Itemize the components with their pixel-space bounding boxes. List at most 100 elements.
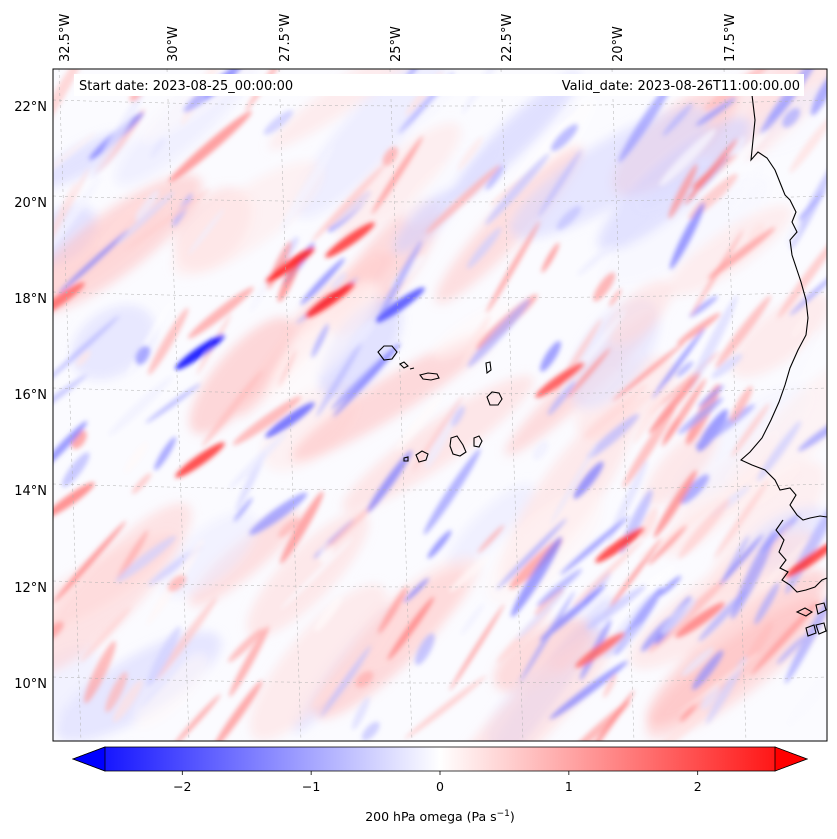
meridian xyxy=(58,69,82,741)
lat-label: 18°N xyxy=(14,292,47,307)
omega-streak xyxy=(754,582,780,625)
omega-streak xyxy=(668,164,698,219)
omega-streak xyxy=(466,227,502,269)
colorbar-ticks: −2 −1 0 1 2 xyxy=(173,771,702,794)
omega-streak xyxy=(278,517,300,538)
island-sal xyxy=(485,361,492,375)
omega-streak xyxy=(604,537,662,616)
omega-strong-feature xyxy=(175,334,225,370)
omega-streak xyxy=(789,116,827,173)
parallel xyxy=(53,676,827,684)
island-brava xyxy=(403,456,409,462)
omega-streak xyxy=(651,327,706,400)
omega-streak xyxy=(112,679,143,723)
omega-streak xyxy=(537,149,582,218)
omega-streak xyxy=(316,341,363,417)
omega-streak xyxy=(566,348,611,399)
omega-streak xyxy=(648,372,701,434)
omega-streak xyxy=(653,470,697,538)
parallel xyxy=(53,195,827,203)
omega-wash xyxy=(447,483,534,568)
omega-wash xyxy=(443,632,613,741)
omega-streak xyxy=(697,384,725,408)
omega-strong-feature xyxy=(265,247,315,283)
omega-streak xyxy=(53,176,102,265)
omega-streak xyxy=(714,479,770,559)
meridian xyxy=(389,69,413,741)
lat-label: 12°N xyxy=(14,581,47,596)
omega-streak xyxy=(744,622,773,665)
omega-streak xyxy=(349,319,376,349)
omega-streak xyxy=(477,524,505,554)
omega-streak xyxy=(593,272,616,302)
africa-coastline-south xyxy=(775,519,827,593)
omega-strong-feature xyxy=(265,402,315,438)
omega-streak xyxy=(167,574,187,592)
omega-streak xyxy=(425,400,461,469)
omega-streak xyxy=(311,323,329,358)
omega-wash xyxy=(134,653,208,729)
bijagos-islands xyxy=(795,602,827,637)
omega-streak xyxy=(147,626,181,687)
omega-streak xyxy=(700,684,720,710)
omega-wash xyxy=(246,511,369,637)
omega-streak xyxy=(300,257,346,305)
graticule xyxy=(53,69,827,741)
start-date-label: Start date: 2023-08-25_00:00:00 xyxy=(79,79,293,94)
lon-label: 20°W xyxy=(611,26,626,62)
omega-streak xyxy=(486,221,540,314)
parallel xyxy=(53,580,827,588)
omega-streak xyxy=(659,128,716,186)
omega-streak xyxy=(536,568,583,607)
omega-streak xyxy=(280,491,324,564)
omega-streak xyxy=(573,461,604,499)
lat-label: 14°N xyxy=(14,484,47,499)
omega-streak xyxy=(688,295,738,392)
lat-label: 22°N xyxy=(14,100,47,115)
omega-streak xyxy=(534,587,564,616)
omega-streak xyxy=(695,404,756,448)
colorbar-tick-label: −1 xyxy=(302,779,320,794)
omega-streak xyxy=(457,136,483,171)
omega-streak xyxy=(549,660,629,720)
lat-label: 20°N xyxy=(14,196,47,211)
omega-streak xyxy=(789,272,827,316)
omega-streak xyxy=(124,441,149,474)
omega-streak xyxy=(277,257,301,303)
omega-streak xyxy=(607,459,648,542)
omega-streak xyxy=(53,621,64,640)
omega-streak xyxy=(105,671,128,713)
omega-streak xyxy=(150,137,166,158)
parallel xyxy=(53,387,827,395)
omega-streak xyxy=(638,496,725,560)
omega-streak xyxy=(757,536,811,592)
omega-strong-feature xyxy=(305,282,355,318)
omega-streak xyxy=(540,341,561,372)
omega-streak xyxy=(378,586,408,634)
omega-streak xyxy=(80,606,131,663)
omega-wash xyxy=(336,122,461,239)
omega-wash xyxy=(598,117,751,251)
omega-wash xyxy=(509,106,711,239)
lat-label: 16°N xyxy=(14,388,47,403)
meridian xyxy=(278,69,302,741)
omega-wash xyxy=(431,300,518,358)
colorbar-tick-label: 2 xyxy=(694,779,702,794)
omega-streak xyxy=(660,598,697,635)
omega-streak xyxy=(750,600,819,675)
omega-strong-feature xyxy=(375,287,425,323)
omega-streak xyxy=(679,652,760,714)
coastline xyxy=(377,94,827,637)
omega-streak xyxy=(235,451,266,512)
omega-streak xyxy=(676,361,694,377)
omega-streak xyxy=(678,499,730,559)
omega-streak xyxy=(661,378,707,447)
omega-streak xyxy=(608,288,622,307)
omega-streak xyxy=(588,390,655,440)
omega-streak xyxy=(715,295,772,369)
omega-streak xyxy=(173,694,221,741)
omega-streak xyxy=(731,403,770,457)
omega-streak xyxy=(640,507,658,539)
island-boa-vista xyxy=(486,391,503,406)
omega-streak xyxy=(719,534,764,586)
